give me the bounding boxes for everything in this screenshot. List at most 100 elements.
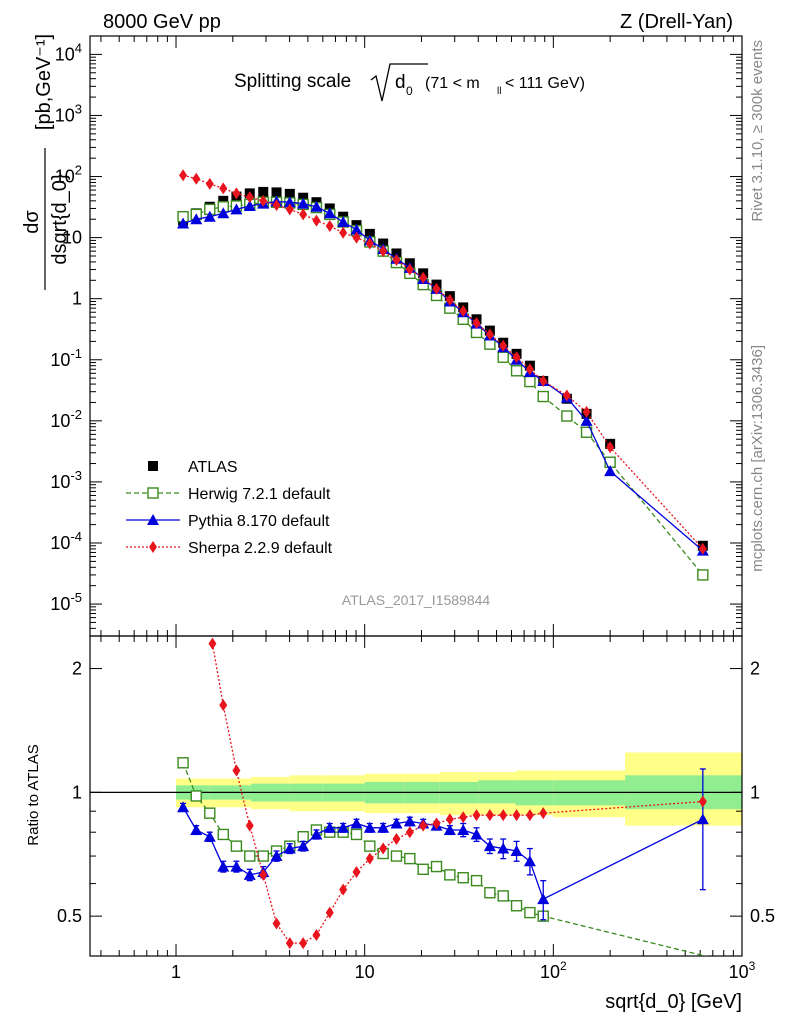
sherpa-main-point (179, 169, 188, 182)
sherpa-main-point (512, 351, 521, 364)
ratio-y-tick-label-right: 2 (750, 659, 760, 679)
legend-label-herwig: Herwig 7.2.1 default (188, 486, 331, 503)
pythia-ratio-point (363, 821, 376, 833)
sherpa-main-point (698, 542, 707, 555)
sherpa-ratio-point (512, 809, 521, 822)
sherpa-main-point (365, 237, 374, 250)
sherpa-ratio-point (539, 807, 548, 820)
herwig-ratio-point (470, 874, 483, 887)
pythia-ratio-point (283, 842, 296, 854)
sherpa-main-point (562, 389, 571, 402)
herwig-ratio-point (390, 850, 403, 862)
x-tick-label: 10 (355, 962, 375, 982)
legend-label-pythia: Pythia 8.170 default (188, 513, 330, 530)
sherpa-ratio-point (232, 764, 241, 777)
herwig-main-point (497, 351, 509, 363)
pythia-ratio-point (350, 817, 363, 829)
pythia-main-point (177, 217, 190, 229)
sherpa-main-point (582, 405, 591, 418)
pythia-main-point (350, 223, 363, 235)
sherpa-ratio-point (525, 809, 534, 822)
y-tick-label: 10-3 (50, 468, 82, 492)
sherpa-ratio-point (259, 868, 268, 881)
pythia-main-point (337, 216, 350, 228)
y-tick-label: 10 (62, 228, 82, 248)
herwig-main-point (484, 338, 496, 350)
herwig-main-point (537, 390, 549, 403)
sherpa-main-point (432, 282, 441, 295)
ylabel-numerator: dσ (21, 210, 43, 234)
sqrt-sign (370, 63, 428, 102)
herwig-ratio-point (430, 860, 443, 873)
pythia-main-point (580, 414, 593, 426)
sherpa-main-point (525, 363, 534, 376)
ylabel-denominator: dsqrt{d_0} (49, 173, 71, 265)
ratio-y-tick-label-left: 0.5 (57, 906, 82, 926)
sherpa-main-point (539, 374, 548, 387)
sherpa-ratio-point (299, 937, 308, 950)
ratio-y-axis-label: Ratio to ATLAS (25, 744, 42, 845)
mcplots-label: mcplots.cern.ch [arXiv:1306.3436] (749, 345, 766, 572)
title-cut-sub: ll (497, 86, 501, 97)
sherpa-main-point (299, 208, 308, 221)
y-tick-label: 10-2 (50, 407, 82, 431)
pythia-ratio-point (403, 815, 416, 827)
y-tick-label: 10-5 (50, 590, 82, 614)
ratio-uncertainty-bands (176, 752, 742, 826)
sherpa-ratio-point (285, 937, 294, 950)
sherpa-main-point (419, 271, 428, 284)
sherpa-ratio-line (211, 643, 703, 944)
ratio-y-tick-label-left: 1 (72, 782, 82, 802)
pythia-main-point (297, 197, 310, 209)
axis-ticks: 1 10 102 10310-510-410-310-210-111010210310… (50, 35, 775, 982)
x-axis-label: sqrt{d_0} [GeV] (605, 991, 742, 1013)
sherpa-ratio-point (472, 809, 481, 822)
axes-frames (89, 35, 743, 957)
herwig-ratio-point (404, 852, 416, 865)
sherpa-main-point (272, 199, 281, 212)
y-tick-label: 10-1 (50, 346, 82, 370)
herwig-ratio-point (417, 863, 429, 875)
pythia-ratio-point (443, 823, 456, 835)
y-tick-label: 1 (72, 289, 82, 309)
herwig-ratio-point (457, 872, 469, 884)
legend-marker-pythia (147, 514, 159, 525)
sherpa-ratio-point (445, 813, 454, 826)
pythia-main-point (203, 210, 216, 222)
legend-marker-herwig (147, 487, 159, 499)
sherpa-main-point (245, 191, 254, 204)
plot-title: Splitting scale d 0 (71 < m ll < 111 GeV… (234, 63, 585, 102)
pythia-ratio-point (337, 821, 350, 833)
y-tick-label: 103 (55, 101, 82, 125)
atlas-main-point (258, 186, 269, 197)
pythia-ratio-point (310, 828, 323, 840)
pythia-ratio-point (470, 828, 483, 840)
title-cut-open: (71 < m (425, 75, 480, 92)
analysis-id: ATLAS_2017_I1589844 (342, 592, 491, 608)
y-tick-label: 10-4 (50, 529, 82, 553)
sherpa-ratio-point (432, 817, 441, 830)
header-left: 8000 GeV pp (103, 11, 221, 33)
herwig-ratio-point (230, 840, 243, 852)
sherpa-ratio-point (352, 866, 361, 879)
pythia-ratio-point (270, 850, 283, 862)
sherpa-ratio-point (339, 883, 348, 896)
pythia-ratio-point (217, 860, 230, 872)
legend-marker-sherpa (149, 541, 157, 553)
pythia-ratio-point (177, 801, 190, 813)
sherpa-ratio-point (698, 795, 707, 808)
herwig-ratio-point (497, 890, 509, 902)
x-tick-label: 103 (729, 959, 756, 982)
herwig-ratio-point (190, 790, 202, 802)
herwig-ratio-point (510, 900, 523, 912)
herwig-ratio-point (217, 828, 229, 841)
herwig-main-point (561, 410, 573, 422)
ratio-y-tick-label-right: 1 (750, 782, 760, 802)
sherpa-main-point (485, 328, 494, 341)
herwig-main-point (697, 569, 709, 581)
pythia-ratio-point (523, 855, 536, 867)
legend-marker-atlas (148, 461, 158, 471)
sherpa-main-point (445, 294, 454, 307)
herwig-ratio-point (484, 887, 496, 899)
ratio-y-tick-label-left: 2 (72, 659, 82, 679)
